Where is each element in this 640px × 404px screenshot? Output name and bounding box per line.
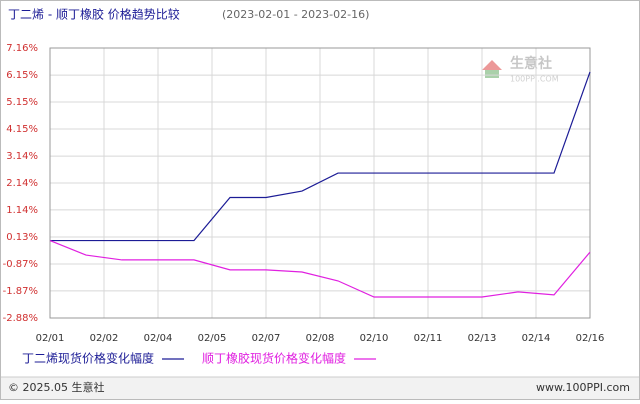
watermark: 生意社 100PPI.COM [482, 55, 559, 84]
x-tick-label: 02/14 [522, 333, 551, 344]
watermark-icon [485, 70, 499, 78]
legend-label: 顺丁橡胶现货价格变化幅度 [202, 351, 346, 366]
watermark-name: 生意社 [510, 55, 552, 72]
x-tick-label: 02/08 [306, 333, 335, 344]
watermark-icon [482, 60, 502, 70]
watermark-site: 100PPI.COM [510, 75, 559, 84]
footer-left: © 2025.05 生意社 [8, 380, 104, 394]
footer-right: www.100PPI.com [536, 381, 630, 394]
x-tick-label: 02/05 [198, 333, 227, 344]
legend-label: 丁二烯现货价格变化幅度 [22, 351, 154, 366]
series-line [50, 71, 591, 242]
y-tick-label: -1.87% [3, 286, 38, 297]
x-tick-label: 02/07 [252, 333, 281, 344]
y-tick-label: 3.14% [6, 151, 38, 162]
x-tick-label: 02/10 [360, 333, 389, 344]
y-tick-label: 1.14% [6, 205, 38, 216]
y-tick-label: 6.15% [6, 70, 38, 81]
y-tick-label: -0.87% [3, 259, 38, 270]
x-tick-label: 02/13 [468, 333, 497, 344]
chart-subtitle: (2023-02-01 - 2023-02-16) [222, 8, 369, 21]
y-tick-label: -2.88% [3, 313, 38, 324]
footer-bg [1, 377, 639, 399]
y-tick-label: 5.15% [6, 97, 38, 108]
x-tick-label: 02/11 [414, 333, 443, 344]
y-tick-label: 4.15% [6, 124, 38, 135]
x-tick-label: 02/02 [90, 333, 119, 344]
x-tick-label: 02/01 [36, 333, 65, 344]
x-tick-label: 02/16 [576, 333, 605, 344]
y-tick-label: 0.13% [6, 232, 38, 243]
y-tick-label: 7.16% [6, 43, 38, 54]
plot-border [49, 47, 591, 319]
chart-title: 丁二烯 - 顺丁橡胶 价格趋势比较 [8, 7, 180, 22]
x-tick-label: 02/04 [144, 333, 173, 344]
series-line [49, 239, 591, 298]
y-tick-label: 2.14% [6, 178, 38, 189]
